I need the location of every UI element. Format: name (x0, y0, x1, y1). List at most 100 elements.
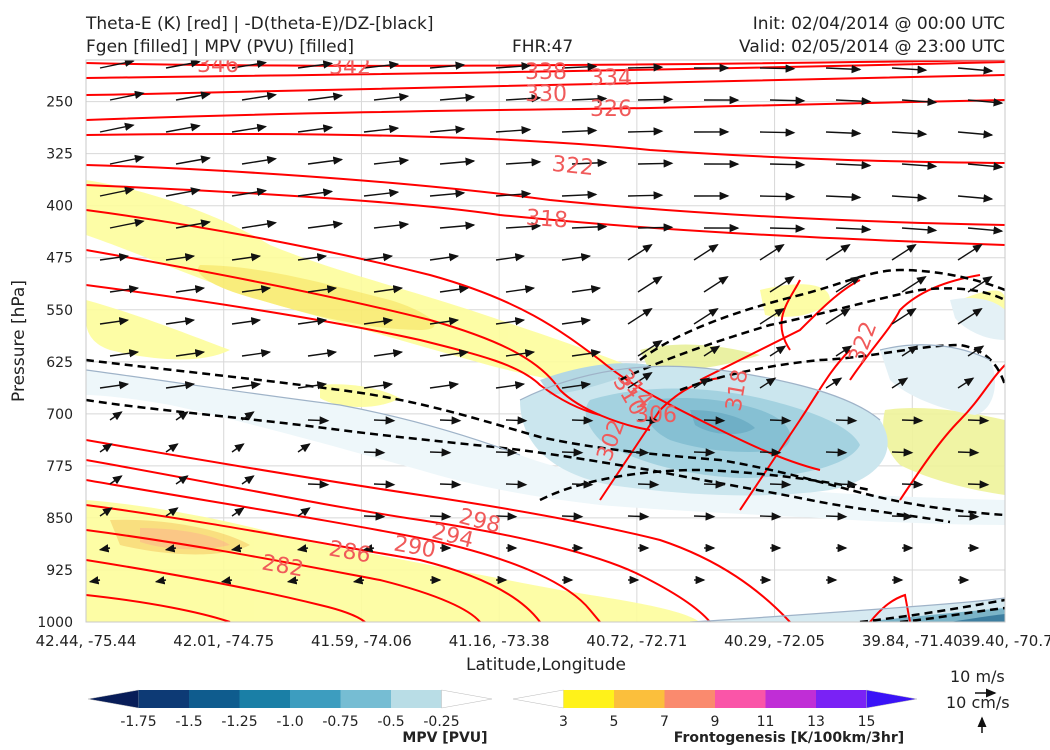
wind-arrow (175, 411, 189, 421)
colorbar-tick-label: -0.75 (322, 714, 358, 730)
wind-arrow (363, 381, 394, 390)
wind-arrow (495, 448, 518, 457)
wind-arrow (373, 416, 396, 425)
colorbar-swatch (816, 690, 867, 708)
wind-arrow (231, 317, 262, 326)
wind-arrow (297, 188, 334, 197)
wind-arrow (297, 507, 311, 517)
wind-arrow (241, 349, 272, 358)
wind-arrow (967, 345, 985, 357)
y-tick-label: 1000 (37, 615, 73, 631)
wind-arrow (571, 285, 602, 294)
wind-arrow (825, 308, 851, 325)
colorbar-tick-label: -0.25 (423, 714, 459, 730)
wind-arrow (759, 512, 782, 521)
wind-arrow (825, 128, 862, 138)
wind-arrow (297, 443, 311, 453)
wind-arrow (769, 480, 792, 489)
wind-arrow (99, 317, 130, 326)
wind-arrow (286, 576, 299, 585)
wind-arrow (241, 91, 277, 101)
wind-arrow (241, 475, 255, 485)
wind-arrow (957, 377, 975, 389)
wind-arrow (429, 381, 460, 390)
wind-arrow (693, 244, 719, 261)
colorbar-swatch (563, 690, 615, 708)
wind-arrow (373, 220, 410, 230)
wind-arrow (627, 63, 664, 72)
mpv-colorbar-label: MPV [PVU] (402, 730, 487, 746)
colorbar-swatch (138, 690, 190, 708)
wind-arrow (703, 345, 721, 357)
wind-arrow (703, 276, 729, 293)
wind-arrow (825, 64, 862, 74)
wind-arrow (891, 308, 917, 325)
wind-arrow (627, 191, 664, 200)
colorbar-swatch (239, 690, 291, 708)
x-tick-label: 40.29, -72.05 (724, 632, 825, 650)
wind-arrow (99, 253, 130, 262)
wind-arrow (835, 225, 872, 234)
theta-e-contour-label: 342 (329, 55, 371, 80)
wind-arrow (957, 448, 980, 457)
wind-arrow (220, 576, 233, 585)
y-tick-label: 625 (46, 355, 73, 371)
y-tick-label: 250 (46, 95, 73, 111)
y-tick-label: 400 (46, 199, 73, 215)
wind-arrow (637, 159, 674, 168)
wind-arrow (957, 244, 983, 261)
wind-arrow (505, 222, 542, 231)
y-tick-label: 550 (46, 303, 73, 319)
wind-arrow (561, 317, 592, 326)
wind-arrow (373, 285, 404, 294)
wind-arrow (439, 221, 476, 230)
wind-arrow (495, 512, 518, 521)
wind-arrow (154, 576, 167, 585)
wind-arrow (165, 253, 196, 262)
wind-arrow (241, 219, 277, 229)
wind-arrow (231, 443, 245, 453)
wind-arrow (241, 155, 277, 165)
colorbar-swatch (87, 689, 139, 709)
y-tick-label: 775 (46, 459, 73, 475)
mpv-colorbar: -1.75 -1.5 -1.25 -1.0 -0.75 -0.5 -0.25 (87, 689, 493, 730)
wind-arrow (164, 544, 177, 553)
wind-arrow (627, 448, 650, 457)
wind-arrow (901, 480, 924, 489)
init-time: Init: 02/04/2014 @ 00:00 UTC (752, 14, 1005, 34)
colorbar-swatch (340, 690, 392, 708)
wind-arrow (373, 92, 410, 102)
wind-arrow (901, 416, 924, 425)
wind-arrow (429, 512, 452, 521)
colorbar-swatch (765, 690, 817, 708)
wind-arrow (297, 381, 328, 390)
colorbar-swatch (290, 690, 341, 708)
wind-arrow (561, 126, 598, 135)
theta-e-contour-label: 326 (590, 97, 632, 122)
forecast-hour: FHR:47 (512, 37, 574, 57)
colorbar-swatch (614, 690, 665, 708)
wind-arrow (307, 349, 338, 358)
wind-arrow (571, 349, 602, 358)
y-tick-label: 325 (46, 147, 73, 163)
wind-arrow (957, 130, 994, 139)
wind-arrow (505, 349, 536, 358)
wind-arrow (627, 127, 664, 136)
wind-arrow (495, 381, 526, 390)
wind-arrow (175, 475, 189, 485)
wind-arrow (571, 222, 608, 232)
wind-arrow (901, 345, 919, 357)
theta-e-contour-label: 334 (590, 66, 632, 91)
wind-arrow (429, 253, 460, 262)
mpv-outline (86, 344, 1005, 622)
theta-e-contour-label: 318 (525, 206, 569, 234)
colorbar-tick-label: -0.5 (377, 714, 404, 730)
wind-arrow (571, 416, 594, 425)
wind-arrow (769, 96, 806, 105)
wind-arrow (231, 507, 245, 517)
wind-vectors (88, 60, 1004, 585)
chart-title-line1: Theta-E (K) [red] | -D(theta-E)/DZ-[blac… (86, 14, 434, 34)
colorbar-tick-label: 13 (807, 714, 825, 730)
wind-arrow (429, 448, 452, 457)
wind-arrow (561, 190, 598, 199)
